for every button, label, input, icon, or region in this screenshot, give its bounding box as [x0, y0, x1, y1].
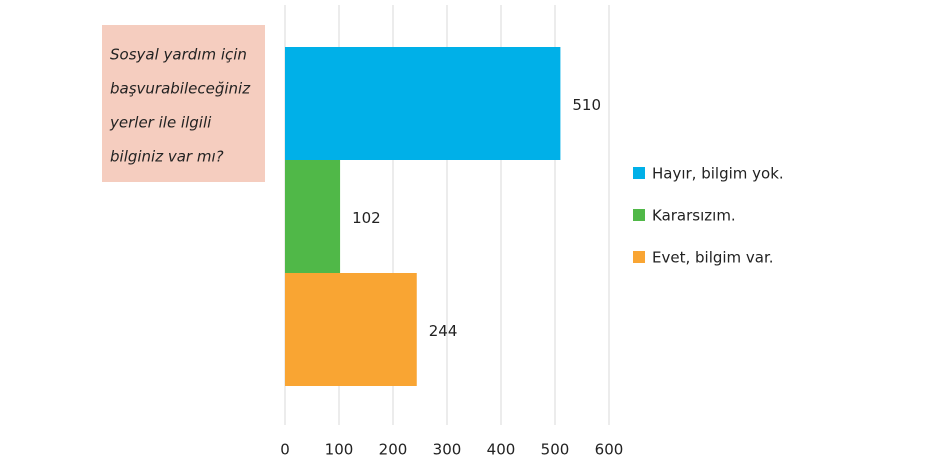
- question-text: başvurabileceğiniz: [110, 80, 251, 98]
- legend-label: Hayır, bilgim yok.: [652, 165, 784, 183]
- bar: [285, 160, 341, 273]
- bar: [285, 47, 561, 160]
- data-label: 510: [572, 96, 601, 114]
- x-tick-label: 500: [541, 441, 570, 459]
- x-tick-label: 300: [433, 441, 462, 459]
- data-label: 102: [352, 209, 381, 227]
- question-text: Sosyal yardım için: [110, 46, 247, 64]
- data-label: 244: [429, 322, 458, 340]
- question-text: yerler ile ilgili: [109, 114, 212, 132]
- legend-label: Kararsızım.: [652, 207, 736, 225]
- legend-swatch: [633, 251, 645, 263]
- legend-label: Evet, bilgim var.: [652, 249, 774, 267]
- legend-swatch: [633, 209, 645, 221]
- x-tick-label: 100: [325, 441, 354, 459]
- x-tick-label: 0: [280, 441, 290, 459]
- legend-swatch: [633, 167, 645, 179]
- x-tick-label: 400: [487, 441, 516, 459]
- question-box: [102, 25, 265, 182]
- x-tick-label: 200: [379, 441, 408, 459]
- bar: [285, 273, 417, 386]
- question-text: bilginiz var mı?: [110, 148, 224, 166]
- x-tick-label: 600: [595, 441, 624, 459]
